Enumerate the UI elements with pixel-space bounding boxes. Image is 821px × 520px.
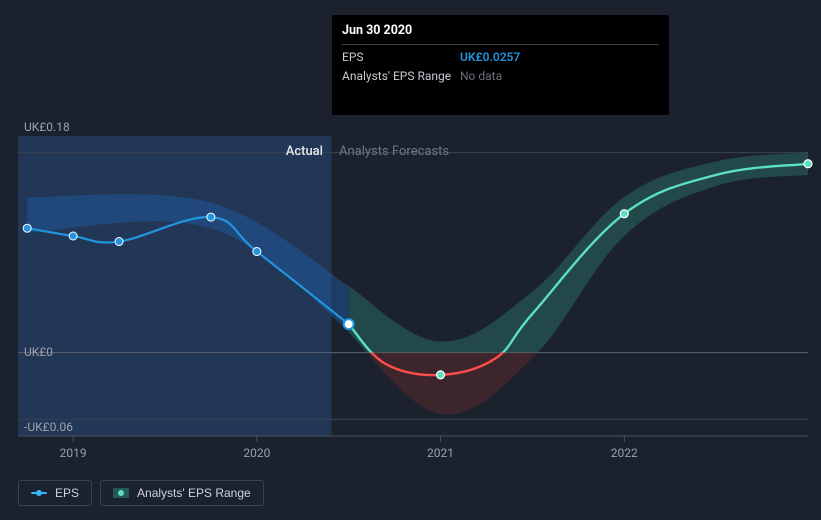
- y-tick-label: UK£0.18: [24, 120, 70, 134]
- tooltip-key: EPS: [342, 50, 460, 64]
- legend-item-eps[interactable]: EPS: [18, 480, 92, 506]
- x-tick-label: 2022: [611, 446, 638, 460]
- tooltip-key: Analysts' EPS Range: [342, 69, 460, 83]
- chart-legend: EPS Analysts' EPS Range: [18, 480, 264, 506]
- legend-item-range[interactable]: Analysts' EPS Range: [100, 480, 264, 506]
- legend-swatch: [113, 488, 129, 498]
- y-tick-label: UK£0: [24, 345, 53, 359]
- tooltip-value: UK£0.0257: [460, 50, 520, 64]
- x-tick-label: 2021: [427, 446, 454, 460]
- x-tick-label: 2020: [243, 446, 270, 460]
- legend-label: EPS: [55, 486, 79, 500]
- region-label-forecast: Analysts Forecasts: [339, 144, 449, 159]
- x-tick-label: 2019: [60, 446, 87, 460]
- legend-label: Analysts' EPS Range: [137, 486, 251, 500]
- y-tick-label: -UK£0.06: [24, 420, 73, 434]
- legend-swatch: [31, 488, 47, 498]
- chart-tooltip: Jun 30 2020 EPS UK£0.0257 Analysts' EPS …: [332, 15, 669, 115]
- tooltip-row: EPS UK£0.0257: [342, 45, 659, 64]
- tooltip-row: Analysts' EPS Range No data: [342, 64, 659, 83]
- eps-chart: { "chart": { "type": "line-area", "backg…: [0, 0, 821, 520]
- tooltip-date: Jun 30 2020: [342, 23, 659, 45]
- tooltip-value: No data: [460, 69, 502, 83]
- region-label-actual: Actual: [286, 144, 323, 159]
